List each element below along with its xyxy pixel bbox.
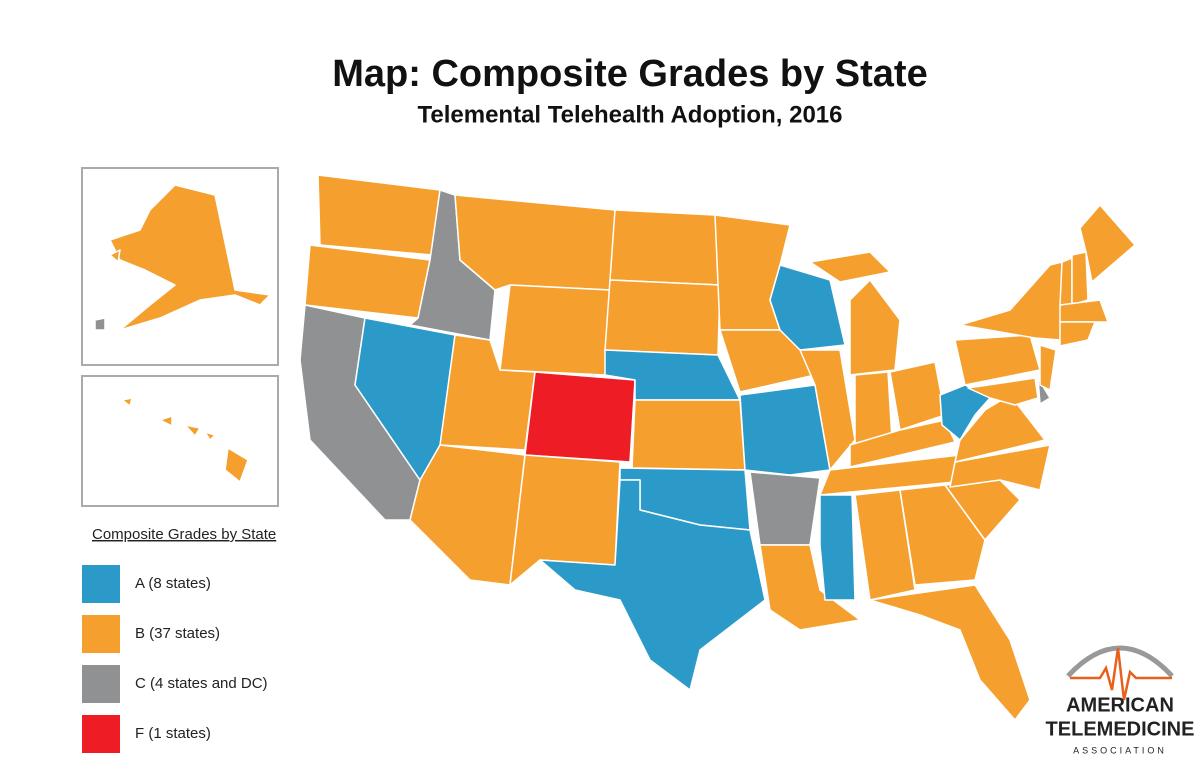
- state: [409, 444, 526, 586]
- state: [1071, 251, 1089, 306]
- state: [121, 397, 133, 407]
- state: [899, 484, 986, 586]
- state: [159, 415, 173, 427]
- subtitle: Telemental Telehealth Adoption, 2016: [418, 101, 843, 128]
- state: [1059, 321, 1096, 347]
- logo-line: TELEMEDICINE: [1046, 718, 1195, 740]
- hawaii-inset: [81, 375, 279, 507]
- legend-swatch: [82, 615, 120, 653]
- us-map: [94, 174, 1136, 721]
- legend-label: C (4 states and DC): [135, 675, 268, 692]
- state: [799, 349, 856, 471]
- logo: AMERICAN TELEMEDICINE ASSOCIATION: [1046, 645, 1195, 755]
- state: [959, 261, 1063, 341]
- legend-swatch: [82, 665, 120, 703]
- state: [1079, 204, 1136, 283]
- legend-swatch: [82, 565, 120, 603]
- state: [499, 284, 611, 376]
- legend-label: F (1 states): [135, 725, 211, 742]
- state: [954, 394, 1046, 463]
- state: [809, 251, 891, 283]
- legend-label: A (8 states): [135, 575, 211, 592]
- legend-title: Composite Grades by State: [92, 526, 276, 543]
- state: [609, 209, 721, 286]
- state: [184, 424, 201, 437]
- state: [109, 184, 271, 331]
- logo-line: ASSOCIATION: [1073, 745, 1167, 755]
- state: [631, 399, 746, 471]
- state: [109, 249, 121, 263]
- legend-swatch: [82, 715, 120, 753]
- state: [819, 494, 856, 601]
- state: [224, 447, 249, 483]
- legend-label: B (37 states): [135, 625, 220, 642]
- state: [854, 489, 916, 601]
- state: [849, 279, 901, 376]
- state: [954, 334, 1041, 386]
- state: [739, 384, 831, 476]
- state: [869, 584, 1031, 721]
- legend: A (8 states) B (37 states) C (4 states and…: [82, 565, 268, 753]
- state: [304, 244, 431, 319]
- state: [524, 371, 636, 463]
- state: [949, 444, 1051, 491]
- state: [317, 174, 441, 256]
- state: [454, 194, 616, 291]
- logo-line: AMERICAN: [1066, 694, 1174, 716]
- title: Map: Composite Grades by State: [332, 53, 927, 95]
- state: [94, 317, 106, 331]
- state: [749, 471, 821, 546]
- state: [1039, 344, 1057, 391]
- state: [539, 479, 766, 691]
- state: [759, 544, 861, 631]
- state: [889, 361, 946, 431]
- state: [967, 377, 1039, 406]
- state: [1059, 257, 1073, 306]
- state: [204, 431, 216, 441]
- state: [604, 279, 721, 356]
- state: [1059, 299, 1109, 323]
